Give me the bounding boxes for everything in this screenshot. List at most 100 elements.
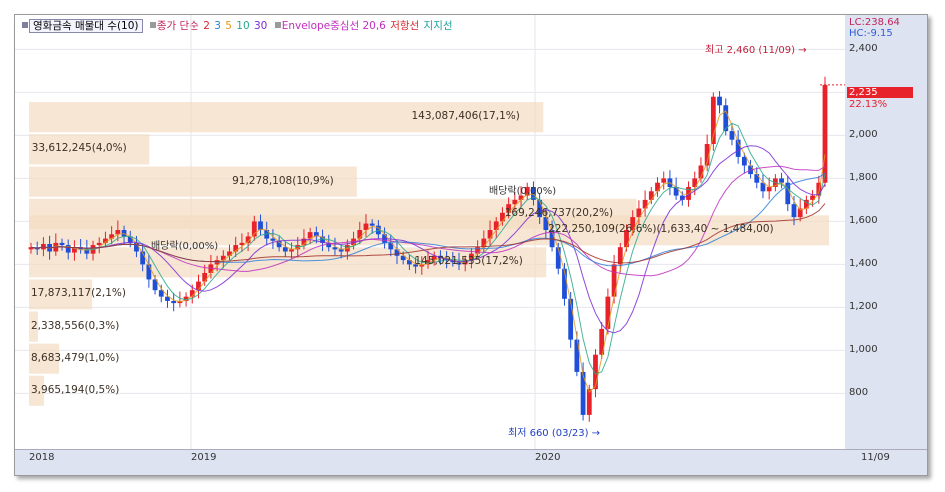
price-plot[interactable] bbox=[15, 15, 845, 449]
candle-body bbox=[276, 240, 282, 248]
chart-legend: 영화금속 매물대 수(10) 종가 단순 2 3 5 10 30 Envelop… bbox=[19, 19, 454, 33]
moving-average-line bbox=[30, 122, 826, 375]
candle-body bbox=[134, 242, 139, 252]
volume-profile-label: 91,278,108(10,9%) bbox=[232, 174, 334, 187]
x-tick-2019: 2019 bbox=[191, 452, 217, 463]
candle-body bbox=[760, 182, 766, 192]
ma-period-5[interactable]: 5 bbox=[225, 20, 232, 32]
y-tick-label: 1,800 bbox=[849, 172, 878, 184]
volume-profile-label: 222,250,109(26,6%)(1,633,40 ~ 1,484,00) bbox=[548, 223, 774, 236]
y-tick-label: 2,400 bbox=[849, 43, 878, 55]
candle-body bbox=[227, 251, 232, 256]
candle-body bbox=[251, 221, 257, 237]
candle-body bbox=[258, 221, 263, 230]
candle-body bbox=[785, 182, 791, 205]
ma-period-3[interactable]: 3 bbox=[214, 20, 221, 32]
candle-body bbox=[165, 296, 170, 301]
candle-body bbox=[270, 238, 276, 241]
candle-body bbox=[220, 255, 226, 261]
candle-body bbox=[96, 242, 102, 246]
candle-body bbox=[636, 208, 642, 218]
legend-marker-icon bbox=[274, 22, 281, 28]
volume-profile-label: 8,683,479(1,0%) bbox=[31, 351, 120, 364]
candle-body bbox=[196, 281, 201, 291]
candle-body bbox=[245, 236, 251, 243]
moving-average-line bbox=[30, 203, 826, 264]
candle-body bbox=[617, 247, 623, 265]
legend-marker-icon bbox=[22, 22, 28, 28]
candle-body bbox=[518, 195, 524, 200]
y-tick-label: 2,000 bbox=[849, 129, 878, 141]
candle-body bbox=[487, 230, 493, 239]
candle-body bbox=[301, 238, 307, 246]
candle-body bbox=[686, 187, 691, 200]
x-tick-end: 11/09 bbox=[861, 452, 890, 463]
candle-body bbox=[152, 279, 158, 291]
candle-body bbox=[140, 251, 146, 265]
candle-body bbox=[803, 199, 809, 209]
candle-body bbox=[413, 264, 418, 267]
candle-body bbox=[673, 187, 679, 196]
ma-label[interactable]: 종가 단순 bbox=[156, 20, 199, 32]
chart-frame: 영화금속 매물대 수(10) 종가 단순 2 3 5 10 30 Envelop… bbox=[14, 14, 928, 476]
volume-profile-bar bbox=[29, 279, 93, 310]
candle-body bbox=[512, 199, 518, 205]
candle-body bbox=[406, 260, 412, 265]
candle-body bbox=[282, 247, 288, 252]
envelope-label[interactable]: Envelope중심선 20,6 bbox=[281, 20, 386, 32]
volume-profile-bar bbox=[29, 375, 45, 406]
ma-period-2[interactable]: 2 bbox=[203, 20, 210, 32]
candle-body bbox=[729, 131, 735, 140]
volume-profile-label: 33,612,245(4,0%) bbox=[31, 142, 127, 155]
candle-body bbox=[72, 247, 77, 253]
candle-body bbox=[816, 182, 822, 196]
candle-body bbox=[127, 236, 133, 243]
candle-body bbox=[779, 178, 784, 183]
y-tick-label: 1,400 bbox=[849, 258, 878, 270]
candle-body bbox=[233, 245, 239, 252]
candle-body bbox=[791, 204, 797, 218]
resistance-label[interactable]: 저항선 bbox=[390, 20, 420, 32]
candle-body bbox=[661, 178, 667, 183]
candle-body bbox=[754, 174, 760, 183]
y-axis: LC:238.64 HC:-9.15 2,4002,2002,0001,8001… bbox=[845, 15, 927, 475]
candle-body bbox=[723, 105, 729, 132]
candle-body bbox=[555, 247, 561, 269]
candle-body bbox=[574, 339, 580, 372]
candle-body bbox=[593, 354, 598, 390]
candle-body bbox=[183, 296, 189, 301]
high-annotation: 최고 2,460 (11/09) → bbox=[705, 45, 807, 56]
x-tick-2018: 2018 bbox=[29, 452, 55, 463]
ma-period-30[interactable]: 30 bbox=[254, 20, 268, 32]
ma-period-10[interactable]: 10 bbox=[236, 20, 250, 32]
candle-body bbox=[741, 156, 747, 166]
candle-body bbox=[735, 139, 741, 157]
support-label[interactable]: 지지선 bbox=[423, 20, 453, 32]
lc-readout: LC:238.64 bbox=[849, 17, 900, 28]
dividend-annotation: 배당락(0,00%) bbox=[489, 186, 557, 197]
candle-body bbox=[586, 389, 592, 415]
candle-body bbox=[599, 328, 605, 355]
candle-body bbox=[307, 232, 313, 239]
candle-body bbox=[431, 255, 437, 261]
volume-profile-bar bbox=[29, 134, 150, 165]
volume-profile-label: 169,246,737(20,2%) bbox=[504, 206, 614, 219]
candle-body bbox=[524, 187, 530, 196]
candle-body bbox=[65, 245, 71, 253]
candle-body bbox=[469, 253, 474, 261]
candle-body bbox=[438, 255, 443, 258]
candle-body bbox=[369, 223, 375, 226]
candle-body bbox=[332, 247, 338, 250]
candle-body bbox=[698, 165, 704, 179]
y-tick-label: 1,600 bbox=[849, 215, 878, 227]
indicator-label[interactable]: 영화금속 매물대 수(10) bbox=[29, 19, 143, 33]
candle-body bbox=[115, 230, 121, 235]
candle-body bbox=[642, 199, 648, 209]
candle-body bbox=[543, 217, 549, 230]
y-tick-label: 800 bbox=[849, 387, 869, 399]
volume-profile-bar bbox=[29, 343, 60, 374]
candle-body bbox=[531, 187, 536, 200]
volume-profile-label: 145,021,535(17,2%) bbox=[414, 255, 523, 268]
candle-body bbox=[704, 144, 710, 166]
candle-body bbox=[766, 187, 772, 192]
